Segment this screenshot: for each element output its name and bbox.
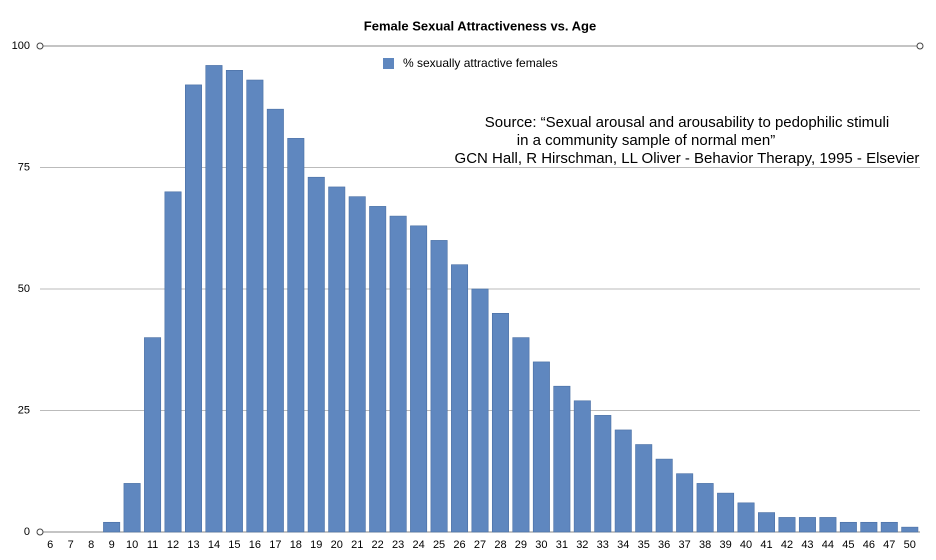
x-tick-label: 45 [842,539,854,551]
x-tick-label: 27 [474,539,486,551]
bar [532,361,550,533]
bar [778,517,796,533]
annotation: Source: “Sexual arousal and arousability… [485,114,889,131]
bar [901,526,919,533]
bar [717,492,735,533]
bar [819,517,837,533]
x-tick-label: 44 [822,539,834,551]
x-tick-label: 39 [719,539,731,551]
x-tick-label: 13 [187,539,199,551]
bar [287,138,305,533]
x-tick-label: 8 [88,539,94,551]
bar [451,264,469,533]
y-tick-label: 100 [12,40,30,52]
x-tick-label: 33 [597,539,609,551]
annotation: GCN Hall, R Hirschman, LL Oliver - Behav… [455,150,920,167]
tick-mark [916,42,924,50]
x-tick-label: 22 [372,539,384,551]
x-tick-label: 9 [109,539,115,551]
bar [389,215,407,533]
x-tick-label: 19 [310,539,322,551]
bar [205,65,223,533]
bar [307,176,325,533]
x-tick-label: 34 [617,539,629,551]
bar [635,444,653,533]
x-tick-label: 38 [699,539,711,551]
bar [696,483,714,533]
legend-label: % sexually attractive females [403,56,558,70]
x-tick-label: 20 [331,539,343,551]
bar [225,70,243,533]
y-tick-label: 75 [18,161,30,173]
x-tick-label: 26 [453,539,465,551]
x-tick-label: 43 [801,539,813,551]
x-tick-label: 18 [290,539,302,551]
chart-title: Female Sexual Attractiveness vs. Age [364,18,596,33]
x-tick-label: 35 [638,539,650,551]
bar [594,415,612,533]
bar [430,240,448,533]
x-tick-label: 47 [883,539,895,551]
x-tick-label: 12 [167,539,179,551]
bar [410,225,428,533]
x-tick-label: 11 [147,539,158,551]
x-tick-label: 25 [433,539,445,551]
bar [758,512,775,533]
x-tick-label: 21 [351,539,363,551]
x-tick-label: 6 [47,539,53,551]
bar [348,196,366,533]
x-tick-label: 14 [208,539,220,551]
bar [328,186,346,533]
tick-mark [36,42,44,50]
x-tick-label: 37 [679,539,691,551]
x-tick-label: 29 [515,539,527,551]
bar [246,79,264,533]
y-tick-label: 0 [24,526,30,538]
bar [103,521,121,533]
x-tick-label: 42 [781,539,793,551]
bar [553,385,571,533]
x-tick-label: 30 [535,539,547,551]
x-tick-label: 23 [392,539,404,551]
bar [123,483,141,533]
bar [839,521,857,533]
bar [471,288,489,533]
bar [860,521,878,533]
bar [573,400,591,533]
legend-swatch [383,58,394,69]
bar [614,429,632,533]
bar [737,502,755,533]
x-tick-label: 15 [228,539,240,551]
x-tick-label: 28 [494,539,506,551]
x-tick-label: 17 [269,539,281,551]
y-tick-label: 50 [18,283,30,295]
tick-mark [36,528,44,536]
x-tick-label: 7 [68,539,74,551]
x-tick-label: 46 [863,539,875,551]
x-tick-label: 16 [249,539,261,551]
x-tick-label: 50 [904,539,916,551]
bar [676,473,694,533]
x-tick-label: 10 [126,539,138,551]
x-tick-label: 32 [576,539,588,551]
bar [880,521,898,533]
x-tick-label: 24 [412,539,424,551]
bar [491,312,509,533]
x-tick-label: 31 [556,539,568,551]
bar [185,84,202,533]
bar [512,337,530,533]
annotation: in a community sample of normal men” [517,132,775,149]
x-tick-label: 36 [658,539,670,551]
bar [144,337,162,533]
bar [655,458,673,533]
bar [164,191,182,533]
bar [266,108,284,533]
y-tick-label: 25 [18,404,30,416]
bar [369,206,387,533]
bar [798,517,816,533]
x-tick-label: 41 [760,539,772,551]
x-tick-label: 40 [740,539,752,551]
